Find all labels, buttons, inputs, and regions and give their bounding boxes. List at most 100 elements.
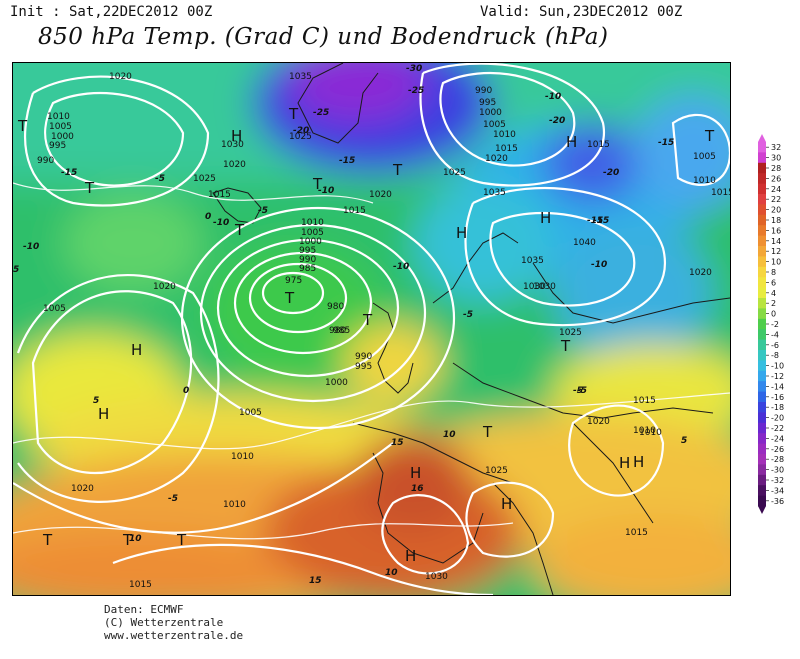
high-center: H <box>410 464 421 482</box>
legend-tick-label: 0 <box>771 310 776 319</box>
isotherm-label: -10 <box>23 242 39 252</box>
isotherm-label: 10 <box>129 534 142 544</box>
isotherm-label: -5 <box>573 386 583 396</box>
legend-color-swatch <box>758 173 766 185</box>
isobar-label: 1005 <box>49 122 72 132</box>
legend-tick-label: 2 <box>771 299 776 308</box>
legend-color-swatch <box>758 235 766 247</box>
legend-tick-label: -24 <box>771 434 784 443</box>
isobar-label: 1025 <box>485 466 508 476</box>
isobars <box>13 63 730 595</box>
isobar-label: 1020 <box>689 268 712 278</box>
isotherm-label: -15 <box>593 216 609 226</box>
isobar-label: 1035 <box>289 72 312 82</box>
legend-color-swatch <box>758 266 766 278</box>
isobar-label: 1015 <box>343 206 366 216</box>
legend-color-swatch <box>758 370 766 382</box>
isobar-label: 1025 <box>559 328 582 338</box>
isobar-label: 995 <box>49 141 66 151</box>
legend-color-swatch <box>758 329 766 341</box>
isobar-label: 1010 <box>231 452 254 462</box>
low-center: T <box>42 531 53 549</box>
legend-color-swatch <box>758 298 766 309</box>
isotherm-label: -30 <box>406 64 422 74</box>
isotherm-label: 16 <box>411 484 424 494</box>
isobar-label: 1020 <box>153 282 176 292</box>
low-center: T <box>176 531 187 549</box>
legend-color-swatch <box>758 402 766 413</box>
high-center: H <box>456 224 467 242</box>
isotherm-label: 5 <box>13 265 19 275</box>
isobar-label: 1015 <box>208 190 231 200</box>
legend-tick-label: -26 <box>771 445 784 454</box>
legend-tick-label: 18 <box>771 216 781 225</box>
low-center: T <box>284 289 295 307</box>
low-center: T <box>288 105 299 123</box>
legend-color-swatch <box>758 391 766 403</box>
isobar-label: 1020 <box>109 72 132 82</box>
legend-color-swatch <box>758 225 766 237</box>
isobar-label: 1015 <box>633 396 656 406</box>
temperature-legend: 32 30 28 26 24 22 20 18 16 14 12 10 8 6 4 2 0 -2 -4 -6 -8 -10… <box>752 134 800 524</box>
isotherm-label: -5 <box>168 494 178 504</box>
isobar-label: 1005 <box>43 304 66 314</box>
legend-tick-label: -20 <box>771 414 784 423</box>
isobar-label: 1015 <box>711 188 730 198</box>
legend-tick-label: 6 <box>771 278 776 287</box>
legend-tick-label: -2 <box>771 320 779 329</box>
legend-tick-label: -36 <box>771 497 784 506</box>
isobar-label: 990 <box>37 156 54 166</box>
isobar-label: 1015 <box>129 580 152 590</box>
isotherms <box>13 182 730 540</box>
init-time: Init : Sat,22DEC2012 00Z <box>10 4 213 20</box>
isobar-label: 1030 <box>425 572 448 582</box>
isotherm-label: -20 <box>293 126 309 136</box>
legend-color-swatch <box>758 287 766 299</box>
high-center: H <box>540 209 551 227</box>
isotherm-label: 0 <box>183 386 189 396</box>
legend-color-swatch <box>758 422 766 434</box>
legend-tick-label: 26 <box>771 174 781 183</box>
legend-color-swatch <box>758 277 766 289</box>
isobar-label: 1025 <box>289 132 312 142</box>
legend-color-swatch <box>758 318 766 330</box>
isobar-label: 975 <box>285 276 302 286</box>
legend-tick-label: -4 <box>771 330 779 339</box>
isobar-label: 985 <box>299 264 316 274</box>
isobar-label: 1020 <box>369 190 392 200</box>
isotherm-label: 15 <box>309 576 322 586</box>
legend-color-swatch <box>758 495 766 507</box>
high-center: H <box>131 341 142 359</box>
chart-title: 850 hPa Temp. (Grad C) und Bodendruck (h… <box>38 24 609 50</box>
isotherm-label: -15 <box>339 156 355 166</box>
isotherm-label: -10 <box>318 186 334 196</box>
isobar-label: 990 <box>475 86 492 96</box>
low-center: T <box>122 531 133 549</box>
isotherm-label: 5 <box>681 436 687 446</box>
isobar-label: 1000 <box>299 237 322 247</box>
low-center: T <box>234 221 245 239</box>
legend-tick-label: -34 <box>771 486 784 495</box>
isobar-label: 1000 <box>51 132 74 142</box>
legend-tick-label: 12 <box>771 247 781 256</box>
isobar-label: 1010 <box>301 218 324 228</box>
legend-color-swatch <box>758 443 766 455</box>
isobar-label: 1025 <box>443 168 466 178</box>
legend-color-swatch <box>758 246 766 257</box>
legend-tick-label: -12 <box>771 372 784 381</box>
isobar-label: 1020 <box>71 484 94 494</box>
high-center: H <box>566 133 577 151</box>
isobar-label: 985 <box>333 326 350 336</box>
credit-url: www.wetterzentrale.de <box>104 629 244 642</box>
high-center: H <box>98 405 109 423</box>
legend-tick-label: 20 <box>771 206 781 215</box>
isotherm-label: -5 <box>577 386 587 396</box>
legend-tick-label: -10 <box>771 362 784 371</box>
isotherm-label: -25 <box>408 86 424 96</box>
isobar-label: 1030 <box>221 140 244 150</box>
legend-color-swatch <box>758 433 766 445</box>
isotherm-label: -10 <box>591 260 607 270</box>
legend-color-swatch <box>758 350 766 361</box>
isotherm-label: 10 <box>443 430 456 440</box>
legend-tick-label: 8 <box>771 268 776 277</box>
